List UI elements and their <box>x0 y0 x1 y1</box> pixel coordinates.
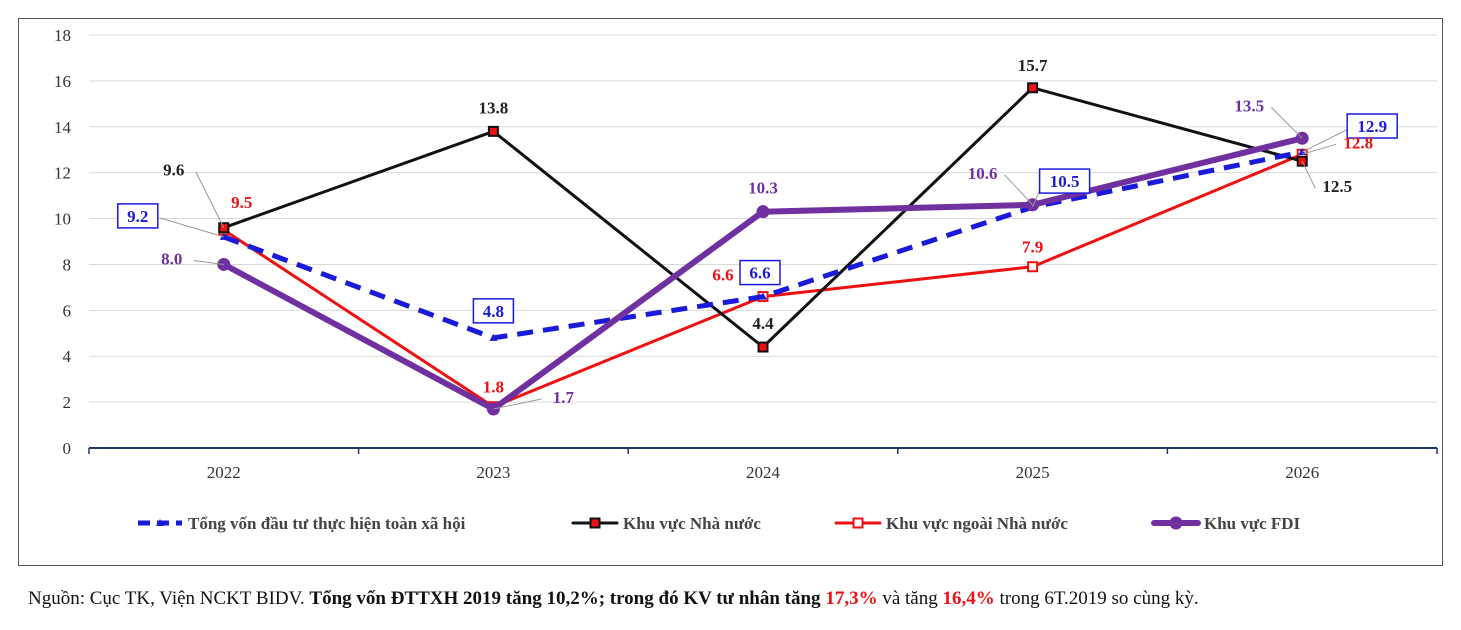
legend-marker-fdi <box>1169 516 1183 530</box>
data-label-state: 13.8 <box>479 98 509 117</box>
y-tick-label: 4 <box>63 347 72 366</box>
y-tick-label: 2 <box>63 393 72 412</box>
data-label-total: 4.8 <box>483 302 504 321</box>
y-tick-label: 6 <box>63 301 72 320</box>
data-point-state <box>1027 82 1039 94</box>
x-tick-label: 2025 <box>1016 463 1050 482</box>
y-tick-label: 16 <box>54 72 71 91</box>
data-label-nonstate: 7.9 <box>1022 238 1043 257</box>
data-label-nonstate: 9.5 <box>231 193 252 212</box>
data-label-box <box>117 203 159 229</box>
label-leader <box>193 259 224 265</box>
chart-frame: 0 2 4 6 8 10 12 14 16 18 2022 2023 2024 2025 2026 9.2 4.… <box>18 18 1443 566</box>
caption-source: Nguồn: Cục TK, Viện NCKT BIDV. <box>28 588 310 609</box>
data-label-fdi: 13.5 <box>1234 96 1264 115</box>
caption-period: trong 6T.2019 so cùng kỳ. <box>994 588 1199 609</box>
caption-second-growth: 16,4% <box>942 588 995 609</box>
x-tick-label: 2024 <box>746 463 781 482</box>
caption-private-growth: 17,3% <box>825 588 878 609</box>
data-label-state: 4.4 <box>752 314 774 333</box>
data-label-total: 12.9 <box>1357 117 1387 136</box>
data-label-box <box>1346 113 1398 139</box>
label-leader <box>1270 106 1303 139</box>
data-label-fdi: 8.0 <box>161 249 182 268</box>
label-leader <box>1302 143 1337 155</box>
y-tick-label: 14 <box>54 118 72 137</box>
caption-summary: Tổng vốn ĐTTXH 2019 tăng 10,2%; trong đó… <box>309 588 826 609</box>
data-label-state: 9.6 <box>163 161 184 180</box>
data-label-nonstate: 6.6 <box>712 266 733 285</box>
y-tick-label: 0 <box>63 439 72 458</box>
data-label-fdi: 10.3 <box>748 179 778 198</box>
legend-marker-nonstate <box>852 517 864 529</box>
data-point-state <box>757 341 769 353</box>
legend-label-state: Khu vực Nhà nước <box>623 514 761 533</box>
data-label-state: 12.5 <box>1322 177 1352 196</box>
data-label-box <box>1038 168 1091 194</box>
legend-label-fdi: Khu vực FDI <box>1204 514 1301 533</box>
source-caption: Nguồn: Cục TK, Viện NCKT BIDV. Tổng vốn … <box>28 588 1448 610</box>
data-label-nonstate: 1.8 <box>483 378 504 397</box>
legend-marker-state <box>589 517 601 529</box>
data-point-nonstate <box>1027 261 1039 273</box>
label-leader <box>1301 160 1316 189</box>
data-label-fdi: 10.6 <box>968 164 998 183</box>
data-label-total: 6.6 <box>749 264 770 283</box>
data-label-box <box>472 298 515 324</box>
label-leader <box>195 171 225 228</box>
line-chart: 0 2 4 6 8 10 12 14 16 18 2022 2023 2024 2025 2026 9.2 4.… <box>54 26 1438 533</box>
x-tick-label: 2022 <box>207 463 241 482</box>
data-label-total: 10.5 <box>1050 172 1080 191</box>
x-tick-label: 2026 <box>1285 463 1319 482</box>
y-tick-label: 12 <box>54 164 71 183</box>
data-point-total <box>759 292 767 300</box>
label-leader <box>1301 127 1351 153</box>
data-label-box <box>739 259 781 286</box>
x-tick-label: 2023 <box>476 463 510 482</box>
data-label-nonstate: 12.8 <box>1343 133 1373 152</box>
data-point-state <box>487 125 499 137</box>
data-label-total: 9.2 <box>127 207 148 226</box>
y-tick-label: 8 <box>63 255 72 274</box>
data-point-fdi <box>217 257 231 271</box>
data-point-fdi <box>756 205 770 219</box>
legend-label-total: Tổng vốn đầu tư thực hiện toàn xã hội <box>188 514 466 533</box>
y-tick-label: 10 <box>54 210 71 229</box>
label-leader <box>493 398 542 410</box>
legend-label-nonstate: Khu vực ngoài Nhà nước <box>886 514 1068 533</box>
data-label-state: 15.7 <box>1018 56 1048 75</box>
label-leader <box>159 217 224 238</box>
data-label-fdi: 1.7 <box>553 388 575 407</box>
y-tick-label: 18 <box>54 26 71 45</box>
data-point-total <box>489 333 498 341</box>
caption-conj: và tăng <box>877 588 943 609</box>
label-leader <box>1004 174 1033 206</box>
legend-marker-total <box>156 519 164 526</box>
